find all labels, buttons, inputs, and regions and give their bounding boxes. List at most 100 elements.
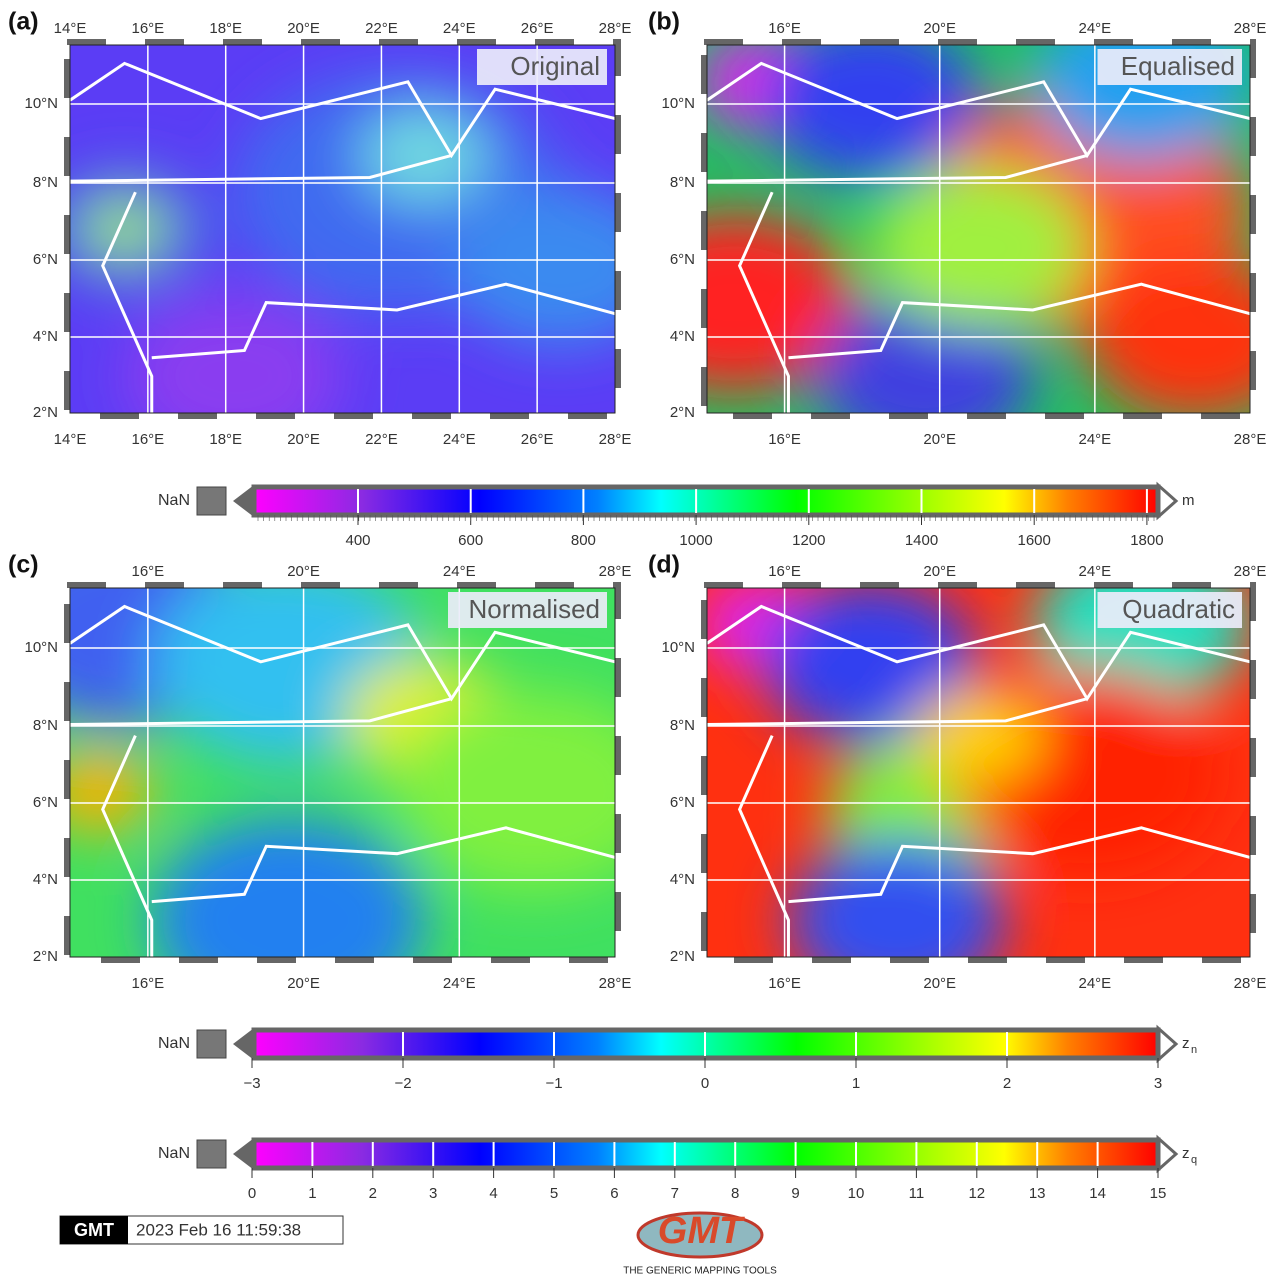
country-border xyxy=(707,604,1250,957)
left-tick-label: 6°N xyxy=(33,794,58,811)
bar-tick-label: 2 xyxy=(369,1185,377,1202)
bar-tick-label: 9 xyxy=(791,1185,799,1202)
map-panel: 16°E 20°E 24°E 28°E 16°E 20°E 24°E 28°E 2°N 4°N 6°… xyxy=(648,8,1266,448)
bottom-tick-label: 24°E xyxy=(1079,431,1112,448)
map-image xyxy=(707,45,1250,413)
left-tick-label: 2°N xyxy=(33,404,58,421)
map-border xyxy=(706,587,1251,958)
nan-label: NaN xyxy=(158,1145,190,1162)
colorbar: NaN 400 600 800 1000 1200 1400 1600 1800 m xyxy=(158,481,1195,549)
bar-tick-label: 1 xyxy=(852,1075,860,1092)
bar-tick-label: 1600 xyxy=(1018,532,1051,549)
top-tick-label: 20°E xyxy=(287,20,320,37)
relief-patch xyxy=(761,45,979,182)
map-frame xyxy=(701,582,1256,963)
badge: GMT xyxy=(74,1220,114,1240)
country-border xyxy=(70,61,615,413)
left-tick-label: 10°N xyxy=(24,639,58,656)
bar-tick-label: −2 xyxy=(394,1075,411,1092)
bar-tick-label: 13 xyxy=(1029,1185,1046,1202)
left-tick-label: 4°N xyxy=(33,871,58,888)
unit-label: z xyxy=(1182,1035,1190,1052)
relief-patch xyxy=(80,196,169,262)
panel-label: (c) xyxy=(8,551,39,579)
bar-triangle xyxy=(233,1028,254,1060)
panel-label: (b) xyxy=(648,8,680,36)
badge-box xyxy=(60,1216,128,1244)
nan-swatch xyxy=(196,1139,227,1169)
bar-tick-label: 12 xyxy=(968,1185,985,1202)
nan-label: NaN xyxy=(158,1035,190,1052)
map-border xyxy=(706,44,1251,414)
bar-tick-label: 14 xyxy=(1089,1185,1106,1202)
map-frame xyxy=(64,582,621,963)
left-tick-label: 10°N xyxy=(661,95,695,112)
relief-patch xyxy=(1087,258,1250,413)
left-tick-label: 6°N xyxy=(33,251,58,268)
top-tick-label: 20°E xyxy=(923,563,956,580)
bar-tick-label: 15 xyxy=(1150,1185,1167,1202)
map-image xyxy=(70,588,615,957)
map-relief xyxy=(707,45,1250,413)
logo-caption: THE GENERIC MAPPING TOOLS xyxy=(623,1266,777,1277)
bottom-tick-label: 28°E xyxy=(599,975,632,992)
left-tick-label: 2°N xyxy=(670,404,695,421)
top-tick-label: 16°E xyxy=(768,20,801,37)
bottom-tick-label: 16°E xyxy=(132,975,165,992)
left-tick-label: 8°N xyxy=(33,717,58,734)
unit-subscript: q xyxy=(1191,1154,1197,1166)
bar-triangle xyxy=(1156,1024,1179,1064)
bar-tick-label: 3 xyxy=(1154,1075,1162,1092)
timestamp: 2023 Feb 16 11:59:38 xyxy=(136,1220,301,1239)
unit-label: m xyxy=(1182,492,1195,509)
logo: GMT xyxy=(658,1210,745,1252)
relief-patch xyxy=(451,184,615,347)
bar-triangle xyxy=(1156,481,1179,521)
relief-patch xyxy=(151,818,425,957)
country-border xyxy=(70,604,615,957)
bottom-tick-label: 20°E xyxy=(923,975,956,992)
bottom-tick-label: 20°E xyxy=(287,975,320,992)
bar-tick-label: 1800 xyxy=(1130,532,1163,549)
top-tick-label: 28°E xyxy=(599,20,632,37)
left-tick-label: 2°N xyxy=(670,948,695,965)
bar-tick-label: 0 xyxy=(701,1075,709,1092)
bar-tick-label: 1200 xyxy=(792,532,825,549)
map-panel: 16°E 20°E 24°E 28°E 16°E 20°E 24°E 28°E 2°N 4°N 6°… xyxy=(648,551,1266,992)
bottom-tick-label: 14°E xyxy=(54,431,87,448)
unit-label: z xyxy=(1182,1145,1190,1162)
logo-globe xyxy=(636,1211,764,1259)
relief-patch xyxy=(70,750,152,832)
bar-tick-label: 1400 xyxy=(905,532,938,549)
top-tick-label: 14°E xyxy=(54,20,87,37)
panel-label: (a) xyxy=(8,8,39,36)
bottom-tick-label: 20°E xyxy=(923,431,956,448)
map-panel: 16°E 20°E 24°E 28°E 16°E 20°E 24°E 28°E 2°N 4°N 6°… xyxy=(8,551,632,992)
panel-title: Equalised xyxy=(1121,51,1235,81)
left-tick-label: 8°N xyxy=(670,717,695,734)
left-tick-label: 2°N xyxy=(33,948,58,965)
color-scale xyxy=(251,1137,1161,1171)
top-tick-label: 26°E xyxy=(521,20,554,37)
panel-title: Quadratic xyxy=(1122,594,1235,624)
bar-tick-label: 800 xyxy=(571,532,596,549)
bar-tick-label: 8 xyxy=(731,1185,739,1202)
relief-patch xyxy=(358,106,490,204)
top-tick-label: 20°E xyxy=(923,20,956,37)
bar-tick-label: 2 xyxy=(1003,1075,1011,1092)
bottom-tick-label: 24°E xyxy=(1079,975,1112,992)
relief-patch xyxy=(124,295,343,413)
top-tick-label: 24°E xyxy=(443,20,476,37)
map-border xyxy=(69,44,616,414)
top-tick-label: 20°E xyxy=(287,563,320,580)
bar-tick-label: 400 xyxy=(345,532,370,549)
footer: GMT 2023 Feb 16 11:59:38 GMT THE GENERIC… xyxy=(59,1210,777,1277)
nan-swatch xyxy=(196,1029,227,1059)
map-panel: 14°E 16°E 18°E 20°E 22°E 24°E 26°E 28°E 14°E 16°E… xyxy=(8,8,632,448)
bottom-tick-label: 18°E xyxy=(209,431,242,448)
title-box xyxy=(1097,592,1242,628)
map-frame xyxy=(701,39,1256,419)
bar-tick-label: 0 xyxy=(248,1185,256,1202)
